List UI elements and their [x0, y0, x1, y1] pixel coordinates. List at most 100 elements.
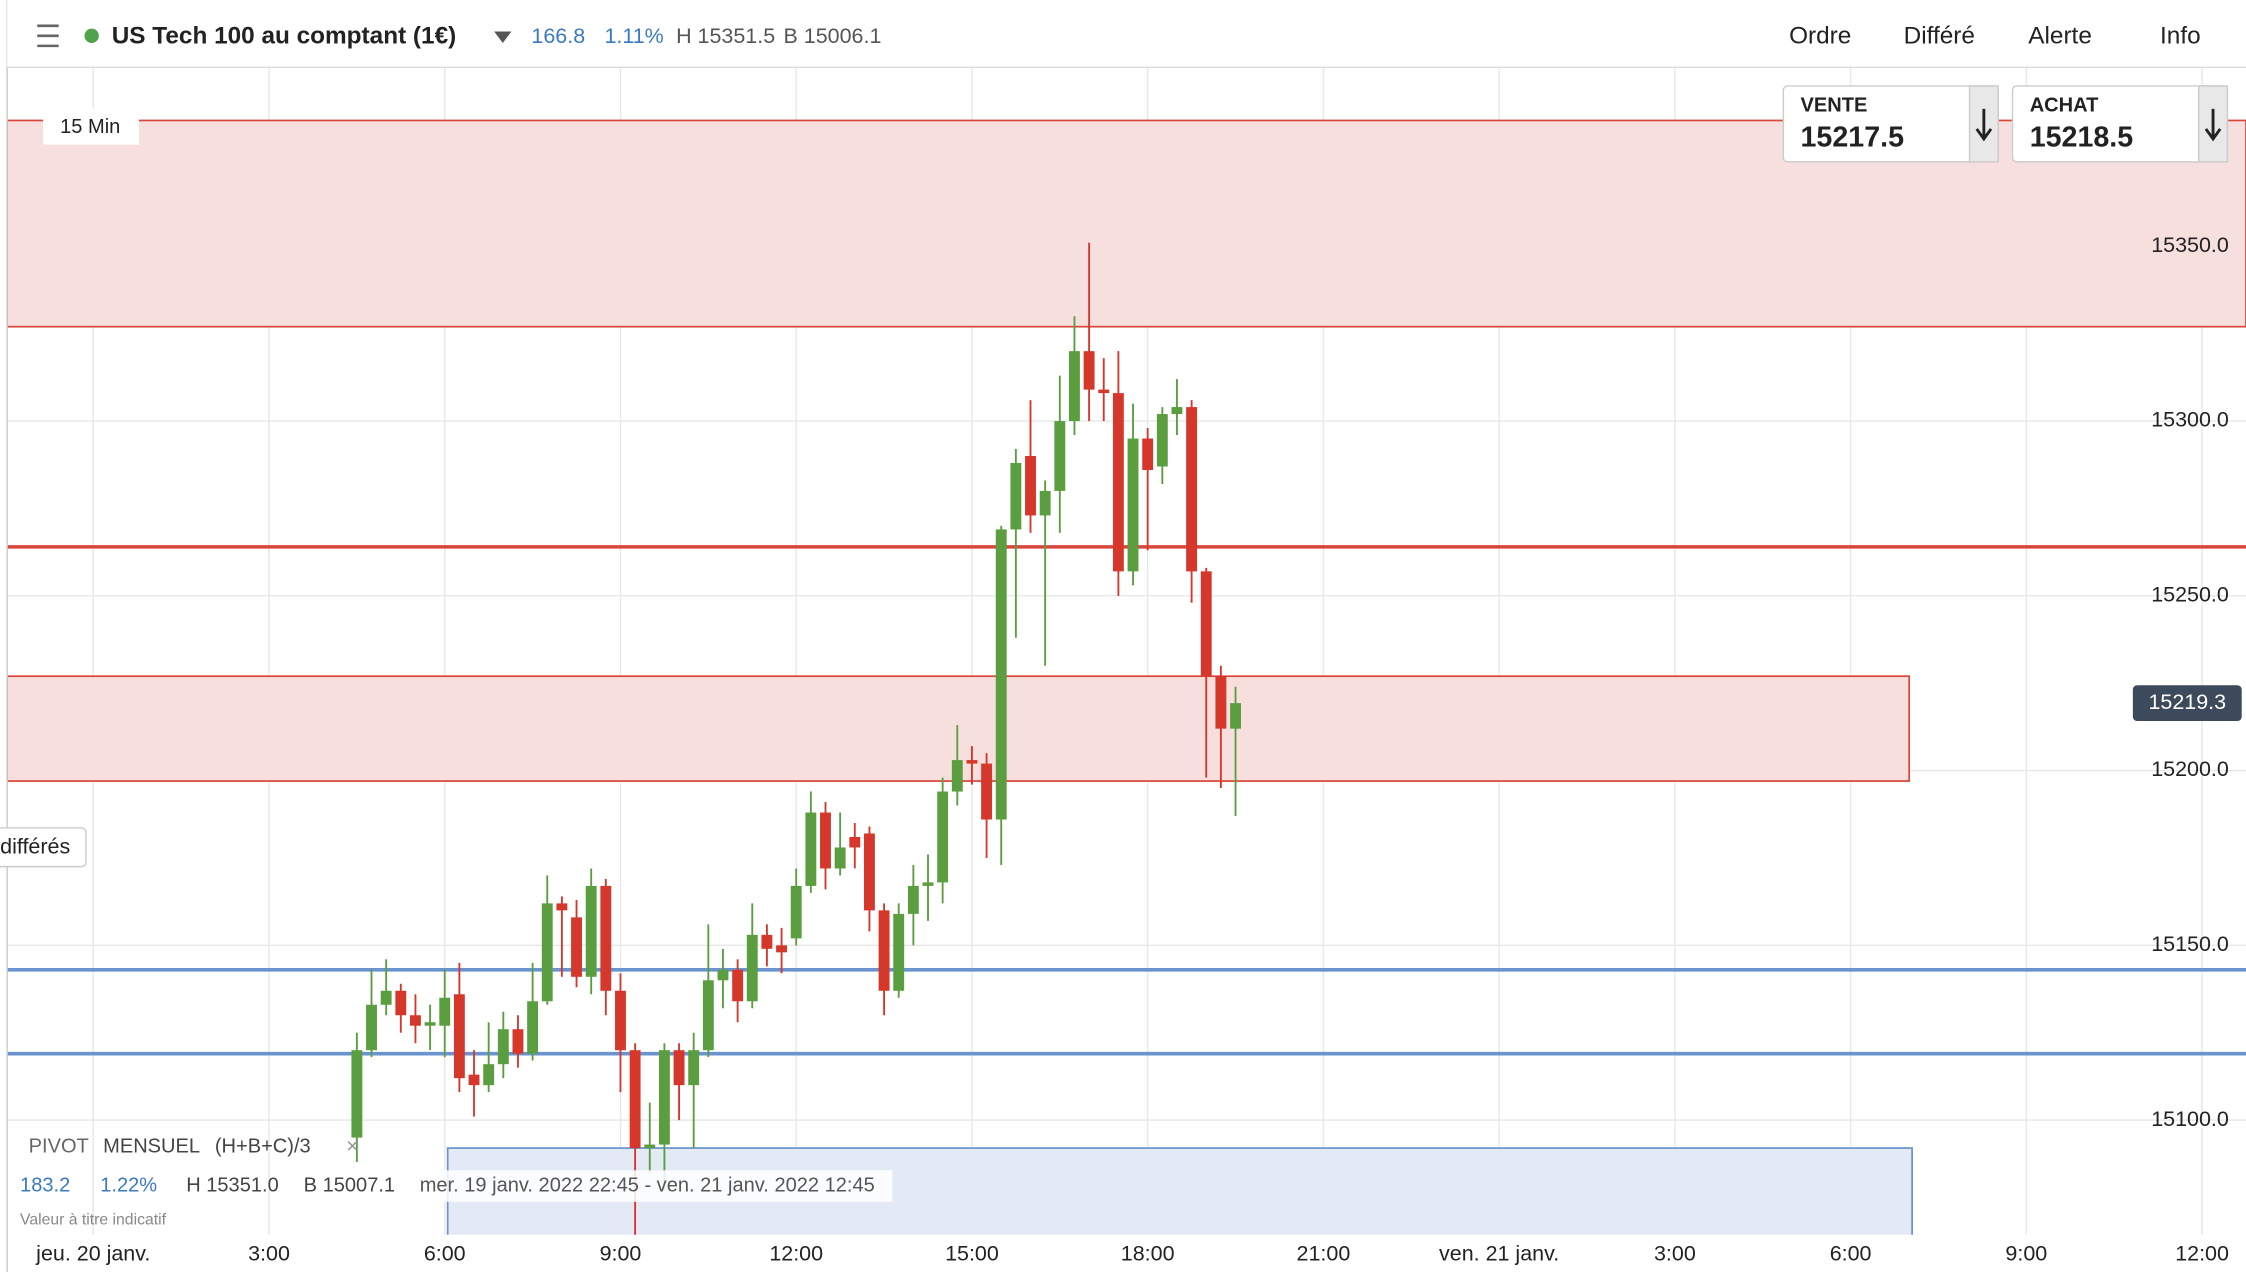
- candle-body: [644, 1144, 656, 1149]
- candle-body: [1186, 407, 1198, 572]
- candle-body: [922, 882, 934, 886]
- candle-body: [995, 529, 1007, 820]
- x-tick-label: 12:00: [2175, 1241, 2229, 1265]
- candle-body: [585, 885, 597, 977]
- instrument-title[interactable]: US Tech 100 au comptant (1€): [112, 23, 457, 50]
- candle-body: [395, 990, 407, 1016]
- candle-body: [424, 1022, 436, 1026]
- candle-body: [1230, 703, 1241, 729]
- candle-body: [732, 969, 744, 1002]
- candle-body: [615, 990, 626, 1051]
- y-tick-label: 15350.0: [2151, 233, 2229, 257]
- candle-body: [629, 1050, 641, 1149]
- candle-body: [790, 885, 802, 939]
- candle-body: [468, 1074, 480, 1086]
- x-tick-label: 6:00: [1830, 1241, 1872, 1265]
- candle-body: [805, 812, 817, 886]
- candle-body: [820, 812, 831, 869]
- x-tick-label: 3:00: [1654, 1241, 1696, 1265]
- side-tab[interactable]: différés: [0, 835, 70, 859]
- menu-icon[interactable]: [37, 24, 59, 48]
- x-tick-label: 9:00: [2005, 1241, 2047, 1265]
- y-tick-label: 15200.0: [2151, 757, 2229, 781]
- menu-item[interactable]: Ordre: [1789, 23, 1851, 50]
- timeframe-box[interactable]: [42, 108, 139, 145]
- candle-body: [951, 760, 963, 792]
- sell-price: 15217.5: [1801, 122, 1905, 154]
- x-tick-label: ven. 21 janv.: [1439, 1241, 1559, 1265]
- candle-body: [717, 969, 729, 981]
- candle-body: [702, 980, 714, 1051]
- pivot-range: mer. 19 janv. 2022 22:45 - ven. 21 janv.…: [420, 1174, 875, 1196]
- x-tick-label: 3:00: [248, 1241, 290, 1265]
- last-price: 15219.3: [2148, 690, 2226, 714]
- candle-body: [1083, 351, 1095, 390]
- candle-body: [439, 997, 451, 1026]
- candle-body: [512, 1029, 524, 1054]
- day-high: H 15351.5: [676, 24, 775, 48]
- candle-body: [1156, 414, 1168, 467]
- side-tab-box[interactable]: [0, 827, 87, 868]
- candle-body: [673, 1050, 685, 1086]
- day-low: B 15006.1: [784, 24, 882, 48]
- candle-body: [1039, 490, 1051, 516]
- candle-body: [863, 833, 875, 911]
- last-price-box: [2132, 685, 2242, 722]
- candle-body: [1025, 456, 1036, 516]
- candle-body: [658, 1050, 670, 1145]
- candle-body: [893, 913, 905, 991]
- candle-body: [878, 910, 890, 991]
- candle-body: [527, 1001, 539, 1054]
- candle-body: [351, 1050, 363, 1138]
- y-tick-label: 15150.0: [2151, 932, 2229, 956]
- x-tick-label: 15:00: [945, 1241, 999, 1265]
- candle-body: [410, 1015, 421, 1026]
- x-tick-label: jeu. 20 janv.: [35, 1241, 150, 1265]
- candle-body: [981, 763, 993, 820]
- menu-item[interactable]: Info: [2160, 23, 2201, 50]
- candle-body: [1171, 407, 1183, 415]
- dropdown-arrow[interactable]: [494, 31, 512, 43]
- close-icon[interactable]: ×: [346, 1134, 359, 1158]
- pivot-period: MENSUEL: [103, 1136, 200, 1158]
- pivot-formula: (H+B+C)/3: [215, 1136, 311, 1158]
- pivot-change: 183.2: [20, 1174, 70, 1196]
- pivot-change-pct: 1.22%: [100, 1174, 157, 1196]
- candle-body: [453, 994, 465, 1079]
- menu-item[interactable]: Différé: [1904, 23, 1975, 50]
- candle-body: [849, 836, 861, 848]
- candle-body: [1010, 462, 1022, 530]
- menu-item[interactable]: Alerte: [2028, 23, 2092, 50]
- candle-body: [776, 945, 788, 953]
- candle-body: [541, 903, 553, 1002]
- candle-body: [834, 847, 846, 869]
- x-tick-label: 9:00: [600, 1241, 642, 1265]
- candle-body: [907, 885, 919, 914]
- buy-box[interactable]: ACHAT 15218.5: [2011, 85, 2229, 163]
- candle-body: [556, 903, 568, 911]
- candle-body: [380, 990, 392, 1005]
- buy-label: ACHAT: [2030, 94, 2099, 116]
- x-tick-label: 21:00: [1297, 1241, 1351, 1265]
- buy-price: 15218.5: [2030, 122, 2134, 154]
- candle-body: [1142, 438, 1154, 470]
- candle-body: [1054, 421, 1066, 491]
- x-tick-label: 12:00: [769, 1241, 823, 1265]
- timeframe[interactable]: 15 Min: [60, 116, 120, 138]
- candle-body: [497, 1029, 509, 1065]
- change-pct: 1.11%: [604, 24, 663, 48]
- candle-body: [1112, 393, 1124, 572]
- sell-box[interactable]: VENTE 15217.5: [1782, 85, 1999, 163]
- y-tick-label: 15100.0: [2151, 1107, 2229, 1131]
- header-bar: [7, 0, 2246, 68]
- pivot-name: PIVOT: [29, 1136, 89, 1158]
- candle-body: [746, 934, 758, 1002]
- candle-body: [1215, 676, 1227, 729]
- x-tick-label: 6:00: [424, 1241, 466, 1265]
- candle-body: [366, 1004, 377, 1051]
- candle-body: [600, 885, 612, 991]
- change: 166.8: [531, 24, 585, 48]
- axes: jeu. 20 janv. 3:00 6:00 9:00 12:00 15:00 18:00…: [35, 233, 2242, 1265]
